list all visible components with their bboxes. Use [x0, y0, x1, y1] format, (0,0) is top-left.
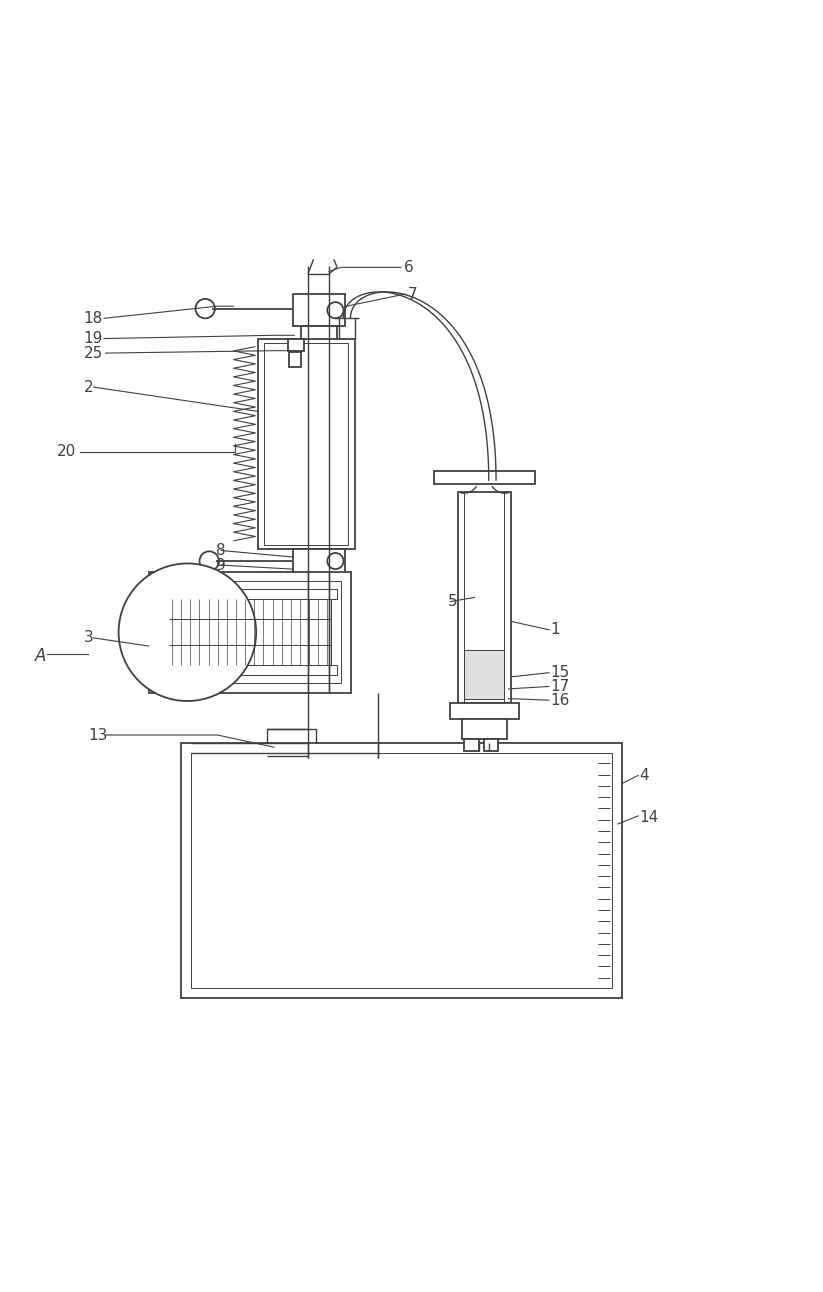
Bar — [267, 730, 316, 756]
Text: 16: 16 — [551, 693, 570, 708]
Bar — [458, 492, 510, 703]
Circle shape — [328, 302, 343, 318]
Bar — [162, 589, 337, 599]
Bar — [434, 472, 535, 484]
Text: 18: 18 — [84, 311, 103, 326]
Circle shape — [119, 563, 256, 702]
Text: 9: 9 — [216, 558, 226, 572]
Text: 7: 7 — [407, 287, 417, 301]
Text: 13: 13 — [88, 727, 107, 743]
Bar — [300, 574, 337, 593]
Text: 4: 4 — [639, 767, 649, 783]
Text: 14: 14 — [639, 810, 659, 826]
Bar — [464, 650, 504, 699]
Circle shape — [196, 298, 215, 318]
Bar — [300, 327, 337, 346]
Text: 5: 5 — [448, 594, 458, 609]
Bar — [292, 549, 345, 574]
Bar — [264, 342, 348, 545]
Bar — [148, 571, 351, 693]
Circle shape — [328, 553, 343, 570]
Text: 17: 17 — [551, 680, 570, 694]
Bar — [290, 353, 301, 367]
Bar — [464, 739, 479, 751]
Text: 6: 6 — [403, 260, 413, 275]
Text: 8: 8 — [216, 543, 226, 558]
Bar — [288, 339, 304, 350]
Bar — [450, 703, 518, 718]
Text: 25: 25 — [84, 345, 103, 360]
Bar — [484, 739, 499, 751]
Bar — [169, 589, 331, 676]
Bar — [292, 295, 345, 327]
Text: 1: 1 — [551, 623, 560, 637]
Bar — [258, 339, 355, 549]
Text: 3: 3 — [84, 630, 94, 646]
Text: 2: 2 — [84, 380, 94, 394]
Bar — [181, 743, 622, 997]
Text: 19: 19 — [84, 331, 103, 346]
Bar — [191, 753, 612, 988]
Bar — [158, 581, 341, 683]
Bar — [462, 718, 507, 739]
Circle shape — [199, 552, 219, 571]
Text: A: A — [35, 647, 47, 664]
Bar — [162, 665, 337, 676]
Text: 15: 15 — [551, 665, 570, 680]
Text: 20: 20 — [57, 444, 77, 460]
